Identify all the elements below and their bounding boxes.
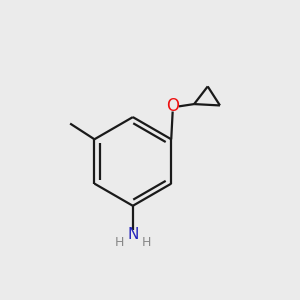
Text: H: H xyxy=(114,236,124,249)
Text: N: N xyxy=(127,227,139,242)
Text: H: H xyxy=(142,236,151,249)
Text: O: O xyxy=(166,98,179,116)
